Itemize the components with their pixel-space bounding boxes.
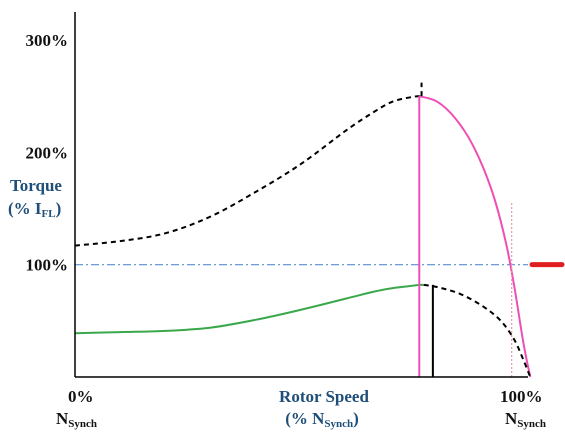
y-axis-title-line1: Torque [10, 176, 62, 195]
x-axis-title-line2: (% NSynch) [285, 409, 359, 430]
series-line-lower-green [74, 283, 424, 335]
series-line-upper-dashed [74, 95, 424, 247]
x-tick-sub-100: NSynch [505, 409, 546, 430]
x-tick-label-100: 100% [500, 387, 543, 406]
series-line-lower-dashed [423, 283, 532, 378]
x-tick-label-0: 0% [68, 387, 94, 406]
y-tick-label-200: 200% [26, 143, 69, 162]
x-tick-sub-0: NSynch [56, 409, 97, 430]
x-axis-title-line1: Rotor Speed [279, 387, 369, 406]
y-axis-title-line2: (% IFL) [8, 199, 61, 220]
series-line-upper-pink [419, 95, 532, 378]
y-tick-label-300: 300% [26, 31, 69, 50]
y-tick-label-100: 100% [26, 256, 69, 275]
